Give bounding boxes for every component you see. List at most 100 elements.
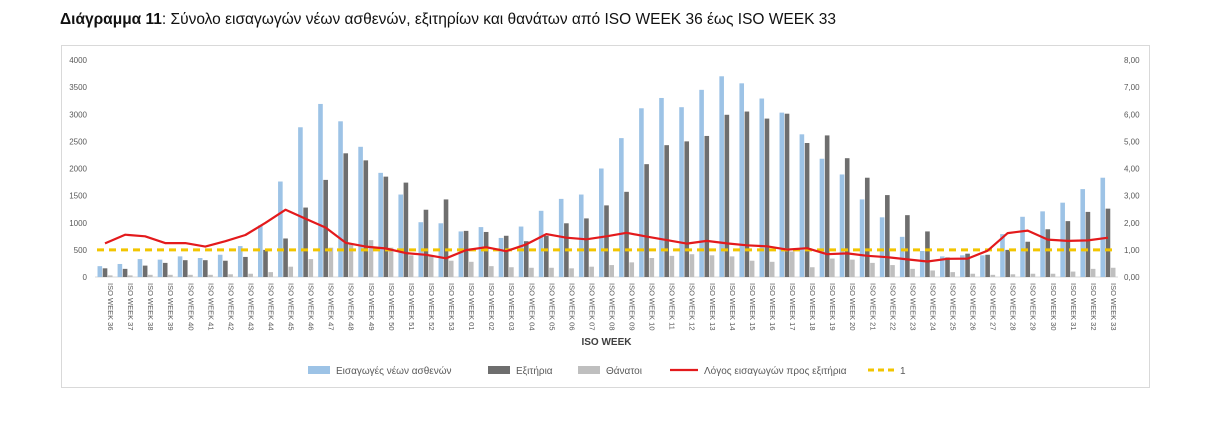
x-tick-label: ISO WEEK 47 [327,283,336,331]
bar-admissions [177,256,183,277]
bar-deaths [208,274,213,277]
legend-label: Λόγος εισαγωγών προς εξιτήρια [704,365,847,377]
bar-admissions [538,210,544,277]
bar-admissions [558,198,564,277]
bar-deaths [890,265,895,277]
legend-label: Εισαγωγές νέων ασθενών [336,365,452,377]
bar-deaths [589,266,594,277]
bar-deaths [388,247,394,277]
y2-tick-label: 7,00 [1124,83,1140,92]
bar-deaths [489,266,494,277]
bar-discharges [283,238,288,277]
x-tick-label: ISO WEEK 44 [267,283,276,331]
bar-admissions [759,98,765,277]
bar-deaths [228,274,233,277]
bar-deaths [709,255,715,277]
x-tick-label: ISO WEEK 53 [447,283,456,331]
bar-discharges [905,215,910,277]
bar-deaths [509,267,514,277]
bar-discharges [403,182,409,277]
bar-discharges [724,114,730,277]
x-tick-label: ISO WEEK 36 [106,283,115,331]
bar-admissions [418,222,424,277]
bar-discharges [182,260,188,277]
bar-admissions [1080,189,1086,277]
bar-admissions [298,127,303,278]
bar-deaths [830,258,835,277]
bar-admissions [940,256,945,277]
bar-deaths [850,259,855,277]
bar-deaths [549,267,554,277]
bar-discharges [604,205,609,277]
x-tick-label: ISO WEEK 30 [1049,283,1058,331]
x-tick-label: ISO WEEK 40 [186,283,195,331]
x-tick-label: ISO WEEK 52 [427,283,436,331]
bar-deaths [870,262,875,277]
bar-discharges [1005,249,1010,277]
bar-admissions [578,194,584,277]
x-tick-label: ISO WEEK 12 [688,283,697,331]
x-tick-label: ISO WEEK 11 [668,283,677,330]
bar-discharges [1025,241,1031,277]
bar-deaths [809,267,815,277]
bar-admissions [498,237,504,277]
legend-swatch [578,366,600,374]
x-tick-label: ISO WEEK 23 [908,283,917,331]
y-tick-label: 1500 [69,192,87,201]
bar-admissions [619,138,624,277]
x-tick-label: ISO WEEK 31 [1069,283,1078,331]
x-tick-label: ISO WEEK 09 [628,283,637,331]
bar-discharges [664,145,669,277]
bar-admissions [839,174,845,277]
ratio-line [104,208,1109,263]
bar-deaths [569,268,574,277]
bar-admissions [1040,211,1045,277]
y2-tick-label: 3,00 [1124,192,1140,201]
bar-admissions [719,76,724,278]
x-tick-label: ISO WEEK 45 [287,283,296,331]
bar-admissions [398,194,404,277]
bar-discharges [463,230,469,277]
bar-admissions [137,259,143,277]
bar-admissions [699,89,704,278]
bar-admissions [318,103,323,277]
x-tick-label: ISO WEEK 50 [387,283,396,331]
bar-deaths [729,256,735,277]
bar-discharges [844,158,850,277]
bar-deaths [408,255,414,277]
bar-discharges [684,141,690,277]
bar-discharges [203,260,208,277]
y2-tick-label: 4,00 [1124,165,1140,174]
x-tick-label: ISO WEEK 06 [567,283,576,331]
chart-caption: Διάγραμμα 11: Σύνολο εισαγωγών νέων ασθε… [60,11,836,29]
bar-discharges [945,257,950,277]
bar-discharges [744,111,750,277]
x-tick-label: ISO WEEK 27 [989,283,998,331]
bar-discharges [142,265,148,277]
bar-discharges [584,218,589,277]
bar-deaths [127,275,133,277]
legend-label: Εξιτήρια [516,365,553,377]
bar-admissions [779,112,785,277]
bar-deaths [1070,271,1076,277]
x-tick-label: ISO WEEK 05 [547,283,556,331]
x-tick-label: ISO WEEK 38 [146,283,155,331]
bar-deaths [649,258,655,277]
bar-discharges [303,207,308,277]
bar-admissions [458,231,464,277]
bar-discharges [885,195,890,277]
y-tick-label: 500 [74,246,88,255]
bar-discharges [544,235,549,277]
bar-discharges [122,268,128,277]
bar-deaths [248,273,253,277]
bar-deaths [1090,268,1096,277]
bar-discharges [223,260,228,277]
bar-discharges [162,262,168,277]
bar-admissions [358,146,363,277]
bar-admissions [1100,177,1106,277]
bar-admissions [859,199,865,277]
legend-label: Θάνατοι [606,365,642,377]
bar-discharges [1065,221,1071,277]
bar-admissions [919,250,925,277]
